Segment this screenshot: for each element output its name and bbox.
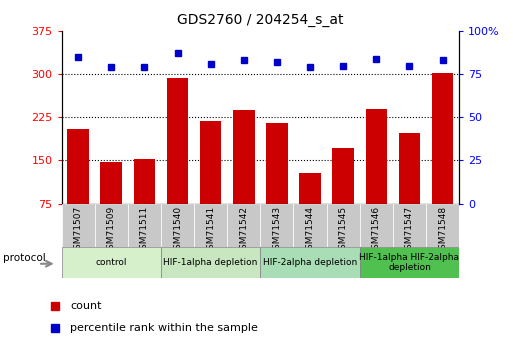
Text: GSM71511: GSM71511: [140, 206, 149, 255]
Bar: [393, 204, 426, 247]
Bar: [426, 204, 459, 247]
Bar: [299, 173, 321, 247]
Bar: [266, 123, 288, 247]
Text: GSM71545: GSM71545: [339, 206, 348, 255]
Bar: [167, 78, 188, 247]
Text: GSM71548: GSM71548: [438, 206, 447, 255]
Bar: [133, 159, 155, 247]
Text: control: control: [95, 258, 127, 267]
Text: GSM71540: GSM71540: [173, 206, 182, 255]
Bar: [161, 204, 194, 247]
Bar: [360, 204, 393, 247]
Bar: [327, 204, 360, 247]
Text: HIF-1alpha HIF-2alpha
depletion: HIF-1alpha HIF-2alpha depletion: [360, 253, 460, 272]
Bar: [128, 204, 161, 247]
Bar: [260, 247, 360, 278]
Text: protocol: protocol: [3, 253, 46, 263]
Bar: [399, 133, 420, 247]
Bar: [200, 121, 222, 247]
Bar: [95, 204, 128, 247]
Bar: [260, 204, 293, 247]
Bar: [360, 247, 459, 278]
Bar: [62, 204, 95, 247]
Text: GSM71542: GSM71542: [239, 206, 248, 255]
Text: count: count: [70, 301, 102, 311]
Text: GSM71547: GSM71547: [405, 206, 414, 255]
Bar: [293, 204, 327, 247]
Text: GSM71509: GSM71509: [107, 206, 116, 255]
Bar: [161, 247, 260, 278]
Text: GSM71541: GSM71541: [206, 206, 215, 255]
Text: GSM71546: GSM71546: [372, 206, 381, 255]
Title: GDS2760 / 204254_s_at: GDS2760 / 204254_s_at: [177, 13, 344, 27]
Bar: [67, 129, 89, 247]
Bar: [332, 148, 354, 247]
Text: HIF-2alpha depletion: HIF-2alpha depletion: [263, 258, 357, 267]
Text: HIF-1alpha depletion: HIF-1alpha depletion: [164, 258, 258, 267]
Bar: [227, 204, 260, 247]
Text: GSM71543: GSM71543: [272, 206, 282, 255]
Bar: [62, 247, 161, 278]
Text: GSM71544: GSM71544: [306, 206, 314, 255]
Bar: [366, 109, 387, 247]
Bar: [194, 204, 227, 247]
Bar: [432, 73, 453, 247]
Bar: [101, 161, 122, 247]
Bar: [233, 110, 254, 247]
Text: GSM71507: GSM71507: [74, 206, 83, 255]
Text: percentile rank within the sample: percentile rank within the sample: [70, 323, 258, 333]
